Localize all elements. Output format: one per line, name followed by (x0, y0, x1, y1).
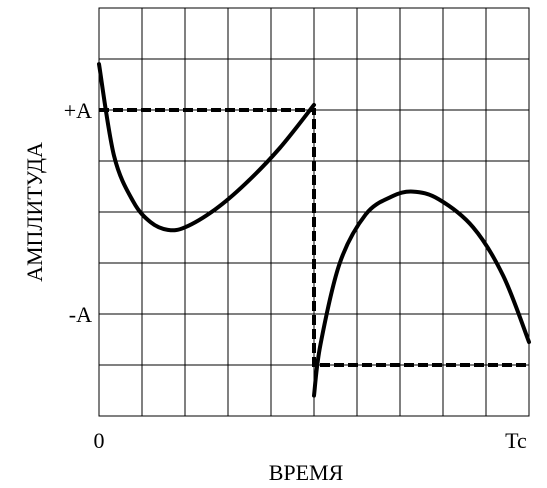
x-tick-label-0: 0 (94, 428, 105, 453)
plot-frame (98, 7, 530, 417)
series-curve-0 (97, 62, 316, 233)
y-tick-label-plus-a: +A (64, 98, 92, 123)
series-curve-1 (312, 189, 531, 398)
x-tick-label-end: Tc (505, 428, 527, 453)
y-axis-label: АМПЛИТУДА (22, 142, 47, 282)
y-tick-label-minus-a: -A (69, 302, 92, 327)
series-line-2 (99, 108, 529, 367)
plot-border (98, 7, 530, 417)
x-axis-label: ВРЕМЯ (269, 460, 344, 485)
series-layer (97, 62, 531, 398)
